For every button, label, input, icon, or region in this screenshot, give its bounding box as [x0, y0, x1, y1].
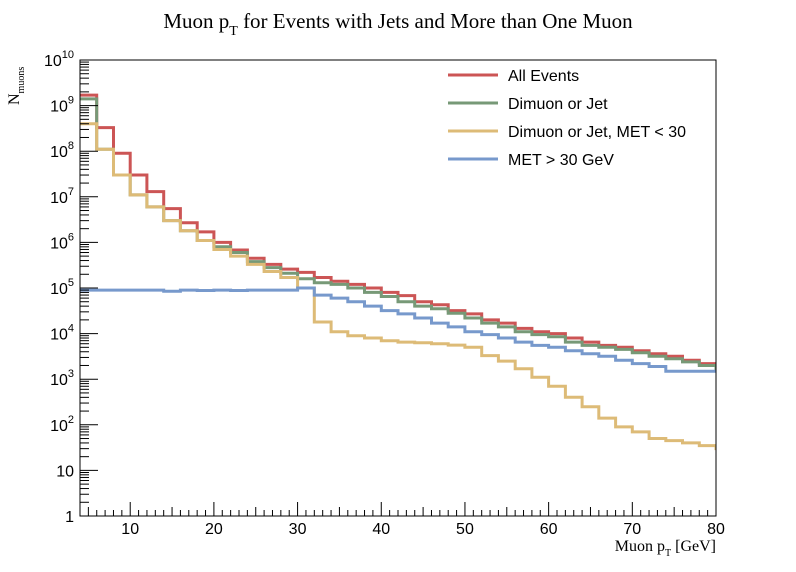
plot-area	[80, 93, 716, 451]
y-tick-label: 10	[56, 463, 74, 480]
x-tick-label: 40	[372, 521, 390, 538]
series-line-3	[80, 122, 716, 451]
x-tick-label: 70	[623, 521, 641, 538]
x-tick-label: 60	[540, 521, 558, 538]
x-axis-label: Muon pT [GeV]	[615, 538, 716, 559]
y-tick-label: 109	[50, 95, 74, 116]
legend-label-4: MET > 30 GeV	[508, 152, 614, 169]
y-tick-label: 102	[50, 414, 74, 435]
y-tick-label: 1010	[44, 49, 74, 70]
series-line-4	[80, 286, 716, 373]
axes: 10 20 30 40 50 60 70 80 1 10 102 103 104 105 106 107 108…	[44, 49, 725, 538]
x-tick-label: 50	[456, 521, 474, 538]
x-tick-label: 80	[707, 521, 725, 538]
y-tick-label: 103	[50, 368, 74, 389]
legend-label-1: All Events	[508, 68, 579, 85]
y-tick-label: 105	[50, 277, 74, 298]
y-tick-label: 108	[50, 140, 74, 161]
legend: All Events Dimuon or Jet Dimuon or Jet, ME…	[448, 68, 686, 169]
x-tick-label: 30	[289, 521, 307, 538]
y-tick-label: 104	[50, 323, 74, 344]
x-tick-label: 20	[205, 521, 223, 538]
legend-label-2: Dimuon or Jet	[508, 96, 608, 113]
legend-label-3: Dimuon or Jet, MET < 30	[508, 124, 686, 141]
y-tick-label: 107	[50, 186, 74, 207]
y-tick-label: 1	[65, 509, 74, 526]
chart-title: Muon pT for Events with Jets and More th…	[163, 9, 633, 39]
y-axis-label: Nmuons	[6, 67, 27, 105]
x-tick-label: 10	[121, 521, 139, 538]
y-tick-label: 106	[50, 231, 74, 252]
